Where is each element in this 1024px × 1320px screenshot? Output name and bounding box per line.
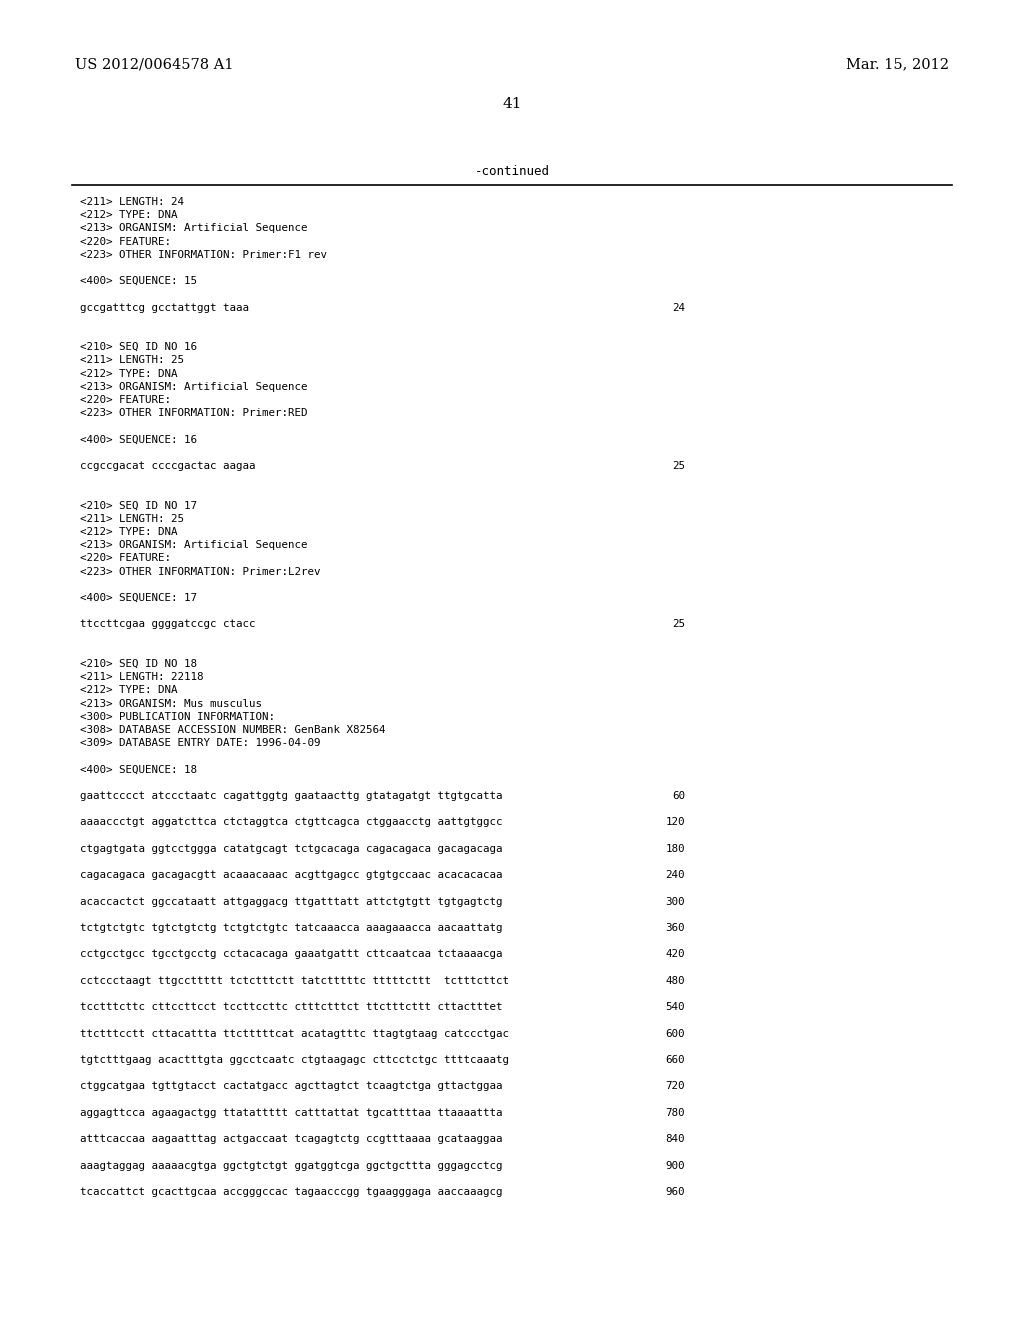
Text: <400> SEQUENCE: 17: <400> SEQUENCE: 17 xyxy=(80,593,197,603)
Text: 720: 720 xyxy=(666,1081,685,1092)
Text: 480: 480 xyxy=(666,975,685,986)
Text: cagacagaca gacagacgtt acaaacaaac acgttgagcc gtgtgccaac acacacacaa: cagacagaca gacagacgtt acaaacaaac acgttga… xyxy=(80,870,503,880)
Text: <210> SEQ ID NO 16: <210> SEQ ID NO 16 xyxy=(80,342,197,352)
Text: <223> OTHER INFORMATION: Primer:L2rev: <223> OTHER INFORMATION: Primer:L2rev xyxy=(80,566,321,577)
Text: ttctttcctt cttacattta ttctttttcat acatagtttc ttagtgtaag catccctgac: ttctttcctt cttacattta ttctttttcat acatag… xyxy=(80,1028,509,1039)
Text: aaaaccctgt aggatcttca ctctaggtca ctgttcagca ctggaacctg aattgtggcc: aaaaccctgt aggatcttca ctctaggtca ctgttca… xyxy=(80,817,503,828)
Text: ccgccgacat ccccgactac aagaa: ccgccgacat ccccgactac aagaa xyxy=(80,461,256,471)
Text: <213> ORGANISM: Artificial Sequence: <213> ORGANISM: Artificial Sequence xyxy=(80,381,307,392)
Text: <400> SEQUENCE: 16: <400> SEQUENCE: 16 xyxy=(80,434,197,445)
Text: 60: 60 xyxy=(672,791,685,801)
Text: <220> FEATURE:: <220> FEATURE: xyxy=(80,395,171,405)
Text: aggagttcca agaagactgg ttatattttt catttattat tgcattttaa ttaaaattta: aggagttcca agaagactgg ttatattttt catttat… xyxy=(80,1107,503,1118)
Text: <400> SEQUENCE: 18: <400> SEQUENCE: 18 xyxy=(80,764,197,775)
Text: 960: 960 xyxy=(666,1187,685,1197)
Text: 300: 300 xyxy=(666,896,685,907)
Text: <212> TYPE: DNA: <212> TYPE: DNA xyxy=(80,210,177,220)
Text: 41: 41 xyxy=(502,96,522,111)
Text: 600: 600 xyxy=(666,1028,685,1039)
Text: <211> LENGTH: 25: <211> LENGTH: 25 xyxy=(80,513,184,524)
Text: <220> FEATURE:: <220> FEATURE: xyxy=(80,553,171,564)
Text: <210> SEQ ID NO 18: <210> SEQ ID NO 18 xyxy=(80,659,197,669)
Text: 24: 24 xyxy=(672,302,685,313)
Text: <400> SEQUENCE: 15: <400> SEQUENCE: 15 xyxy=(80,276,197,286)
Text: <211> LENGTH: 24: <211> LENGTH: 24 xyxy=(80,197,184,207)
Text: <211> LENGTH: 25: <211> LENGTH: 25 xyxy=(80,355,184,366)
Text: acaccactct ggccataatt attgaggacg ttgatttatt attctgtgtt tgtgagtctg: acaccactct ggccataatt attgaggacg ttgattt… xyxy=(80,896,503,907)
Text: 780: 780 xyxy=(666,1107,685,1118)
Text: ctggcatgaa tgttgtacct cactatgacc agcttagtct tcaagtctga gttactggaa: ctggcatgaa tgttgtacct cactatgacc agcttag… xyxy=(80,1081,503,1092)
Text: tcaccattct gcacttgcaa accgggccac tagaacccgg tgaagggaga aaccaaagcg: tcaccattct gcacttgcaa accgggccac tagaacc… xyxy=(80,1187,503,1197)
Text: 180: 180 xyxy=(666,843,685,854)
Text: cctccctaagt ttgccttttt tctctttctt tatctttttc tttttcttt  tctttcttct: cctccctaagt ttgccttttt tctctttctt tatctt… xyxy=(80,975,509,986)
Text: 25: 25 xyxy=(672,619,685,630)
Text: 660: 660 xyxy=(666,1055,685,1065)
Text: <212> TYPE: DNA: <212> TYPE: DNA xyxy=(80,527,177,537)
Text: 420: 420 xyxy=(666,949,685,960)
Text: <300> PUBLICATION INFORMATION:: <300> PUBLICATION INFORMATION: xyxy=(80,711,275,722)
Text: <211> LENGTH: 22118: <211> LENGTH: 22118 xyxy=(80,672,204,682)
Text: atttcaccaa aagaatttag actgaccaat tcagagtctg ccgtttaaaa gcataaggaa: atttcaccaa aagaatttag actgaccaat tcagagt… xyxy=(80,1134,503,1144)
Text: gaattcccct atccctaatc cagattggtg gaataacttg gtatagatgt ttgtgcatta: gaattcccct atccctaatc cagattggtg gaataac… xyxy=(80,791,503,801)
Text: tctgtctgtc tgtctgtctg tctgtctgtc tatcaaacca aaagaaacca aacaattatg: tctgtctgtc tgtctgtctg tctgtctgtc tatcaaa… xyxy=(80,923,503,933)
Text: <309> DATABASE ENTRY DATE: 1996-04-09: <309> DATABASE ENTRY DATE: 1996-04-09 xyxy=(80,738,321,748)
Text: <213> ORGANISM: Artificial Sequence: <213> ORGANISM: Artificial Sequence xyxy=(80,223,307,234)
Text: <223> OTHER INFORMATION: Primer:F1 rev: <223> OTHER INFORMATION: Primer:F1 rev xyxy=(80,249,327,260)
Text: -continued: -continued xyxy=(474,165,550,178)
Text: ctgagtgata ggtcctggga catatgcagt tctgcacaga cagacagaca gacagacaga: ctgagtgata ggtcctggga catatgcagt tctgcac… xyxy=(80,843,503,854)
Text: cctgcctgcc tgcctgcctg cctacacaga gaaatgattt cttcaatcaa tctaaaacga: cctgcctgcc tgcctgcctg cctacacaga gaaatga… xyxy=(80,949,503,960)
Text: <308> DATABASE ACCESSION NUMBER: GenBank X82564: <308> DATABASE ACCESSION NUMBER: GenBank… xyxy=(80,725,385,735)
Text: <223> OTHER INFORMATION: Primer:RED: <223> OTHER INFORMATION: Primer:RED xyxy=(80,408,307,418)
Text: <220> FEATURE:: <220> FEATURE: xyxy=(80,236,171,247)
Text: tgtctttgaag acactttgta ggcctcaatc ctgtaagagc cttcctctgc ttttcaaatg: tgtctttgaag acactttgta ggcctcaatc ctgtaa… xyxy=(80,1055,509,1065)
Text: <213> ORGANISM: Artificial Sequence: <213> ORGANISM: Artificial Sequence xyxy=(80,540,307,550)
Text: 240: 240 xyxy=(666,870,685,880)
Text: 540: 540 xyxy=(666,1002,685,1012)
Text: Mar. 15, 2012: Mar. 15, 2012 xyxy=(846,57,949,71)
Text: tcctttcttc cttccttcct tccttccttc ctttctttct ttctttcttt cttactttet: tcctttcttc cttccttcct tccttccttc ctttctt… xyxy=(80,1002,503,1012)
Text: <212> TYPE: DNA: <212> TYPE: DNA xyxy=(80,368,177,379)
Text: ttccttcgaa ggggatccgc ctacc: ttccttcgaa ggggatccgc ctacc xyxy=(80,619,256,630)
Text: aaagtaggag aaaaacgtga ggctgtctgt ggatggtcga ggctgcttta gggagcctcg: aaagtaggag aaaaacgtga ggctgtctgt ggatggt… xyxy=(80,1160,503,1171)
Text: US 2012/0064578 A1: US 2012/0064578 A1 xyxy=(75,57,233,71)
Text: <210> SEQ ID NO 17: <210> SEQ ID NO 17 xyxy=(80,500,197,511)
Text: 120: 120 xyxy=(666,817,685,828)
Text: 360: 360 xyxy=(666,923,685,933)
Text: <213> ORGANISM: Mus musculus: <213> ORGANISM: Mus musculus xyxy=(80,698,262,709)
Text: 25: 25 xyxy=(672,461,685,471)
Text: <212> TYPE: DNA: <212> TYPE: DNA xyxy=(80,685,177,696)
Text: 840: 840 xyxy=(666,1134,685,1144)
Text: gccgatttcg gcctattggt taaa: gccgatttcg gcctattggt taaa xyxy=(80,302,249,313)
Text: 900: 900 xyxy=(666,1160,685,1171)
